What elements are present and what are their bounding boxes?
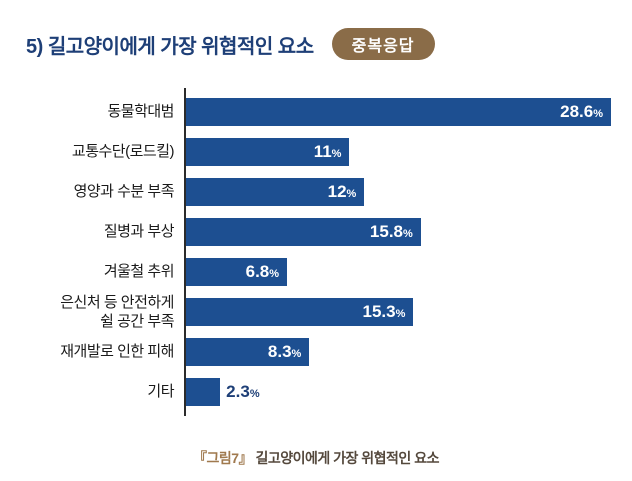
category-label: 영양과 수분 부족 bbox=[73, 183, 175, 201]
bar-wrap: 11% bbox=[186, 138, 350, 166]
value-number: 8.3 bbox=[267, 342, 292, 361]
chart-row: 겨울철 추위 6.8% bbox=[24, 252, 624, 292]
percent-sign: % bbox=[291, 348, 302, 360]
value-label: 15.8% bbox=[370, 223, 413, 241]
multi-response-badge: 중복응답 bbox=[331, 28, 435, 60]
bar-wrap: 8.3% bbox=[186, 338, 310, 366]
category-label: 겨울철 추위 bbox=[103, 263, 175, 281]
value-label: 2.3% bbox=[226, 383, 259, 401]
category-label: 재개발로 인한 피해 bbox=[60, 343, 174, 361]
value-label: 12% bbox=[328, 183, 357, 201]
value-number: 11 bbox=[313, 142, 332, 161]
percent-sign: % bbox=[395, 308, 406, 320]
value-number: 2.3 bbox=[226, 382, 250, 401]
bar-wrap: 6.8% bbox=[186, 258, 288, 286]
bar-wrap: 2.3% bbox=[186, 378, 260, 406]
figure-caption-text: 길고양이에게 가장 위협적인 요소 bbox=[252, 450, 439, 466]
page-title: 5) 길고양이에게 가장 위협적인 요소 bbox=[26, 35, 314, 58]
page-header: 5) 길고양이에게 가장 위협적인 요소 중복응답 bbox=[26, 28, 632, 60]
chart-row: 재개발로 인한 피해 8.3% bbox=[24, 332, 624, 372]
category-label: 교통수단(로드킬) bbox=[71, 143, 175, 161]
value-label: 15.3% bbox=[362, 303, 405, 321]
category-label: 동물학대범 bbox=[107, 103, 174, 121]
bar: 12% bbox=[186, 178, 365, 206]
value-label: 11% bbox=[314, 143, 342, 161]
figure-caption: 『그림7』 길고양이에게 가장 위협적인 요소 bbox=[0, 448, 632, 468]
chart-row: 기타 2.3% bbox=[24, 372, 624, 412]
percent-sign: % bbox=[403, 228, 413, 240]
bar: 15.8% bbox=[186, 218, 421, 246]
bar: 28.6% bbox=[186, 98, 611, 126]
bar-chart: 동물학대범 28.6% 교통수단(로드킬) 11% 영양과 수분 부족 12% 질병과 부상… bbox=[24, 88, 624, 416]
figure-caption-number: 『그림7』 bbox=[193, 450, 253, 466]
percent-sign: % bbox=[593, 108, 603, 120]
value-number: 28.6 bbox=[560, 102, 594, 121]
category-label: 질병과 부상 bbox=[103, 223, 175, 241]
bar-wrap: 12% bbox=[186, 178, 365, 206]
bar: 15.3% bbox=[186, 298, 414, 326]
percent-sign: % bbox=[331, 148, 342, 160]
value-label: 6.8% bbox=[246, 263, 279, 281]
category-label: 기타 bbox=[147, 383, 174, 401]
chart-row: 영양과 수분 부족 12% bbox=[24, 172, 624, 212]
chart-row: 교통수단(로드킬) 11% bbox=[24, 132, 624, 172]
bar-wrap: 15.8% bbox=[186, 218, 421, 246]
bar: 8.3% bbox=[186, 338, 310, 366]
value-label: 28.6% bbox=[560, 103, 603, 121]
value-number: 15.3 bbox=[362, 302, 396, 321]
bar-wrap: 15.3% bbox=[186, 298, 414, 326]
value-label: 8.3% bbox=[268, 343, 301, 361]
chart-row: 은신처 등 안전하게 쉴 공간 부족 15.3% bbox=[24, 292, 624, 332]
value-number: 6.8 bbox=[245, 262, 270, 281]
chart-rows: 동물학대범 28.6% 교통수단(로드킬) 11% 영양과 수분 부족 12% 질병과 부상… bbox=[24, 92, 624, 412]
value-number: 15.8 bbox=[369, 222, 403, 241]
bar: 11% bbox=[186, 138, 350, 166]
percent-sign: % bbox=[269, 268, 280, 280]
y-axis-line bbox=[184, 88, 186, 416]
chart-row: 동물학대범 28.6% bbox=[24, 92, 624, 132]
chart-row: 질병과 부상 15.8% bbox=[24, 212, 624, 252]
category-label: 은신처 등 안전하게 쉴 공간 부족 bbox=[60, 293, 174, 331]
bar-wrap: 28.6% bbox=[186, 98, 611, 126]
percent-sign: % bbox=[249, 388, 260, 400]
bar bbox=[186, 378, 221, 406]
percent-sign: % bbox=[346, 188, 357, 200]
value-number: 12 bbox=[327, 182, 347, 201]
bar: 6.8% bbox=[186, 258, 288, 286]
